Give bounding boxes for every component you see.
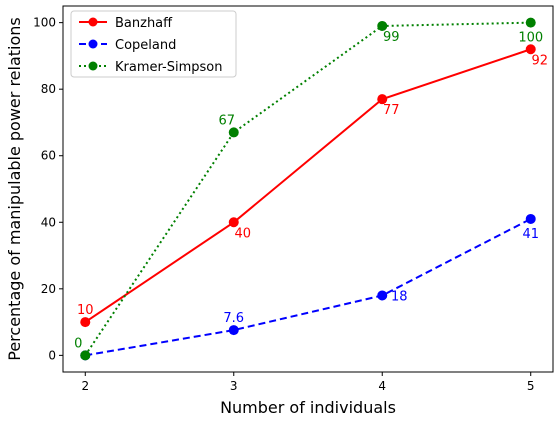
data-point [377,94,388,105]
plot-frame [62,5,554,373]
series-layer: 10 40 77 92 7.6 18 41 0 67 99 100 [74,17,548,361]
legend-entry: Kramer-Simpson [79,60,222,75]
y-tick-label: 40 [41,215,56,229]
data-label: 0 [74,336,82,351]
data-label: 77 [383,103,400,118]
legend-marker [88,39,98,49]
legend-label: Banzhaff [115,16,173,31]
legend-box [70,10,237,78]
y-tick-label: 100 [33,16,56,30]
data-label: 10 [77,303,94,318]
legend: Banzhaff Copeland Kramer-Simpson [70,10,237,78]
data-label: 67 [218,113,235,128]
y-tick-label: 80 [41,82,56,96]
legend-marker [88,61,98,71]
x-tick-label: 4 [378,379,386,393]
legend-label: Copeland [115,38,176,53]
data-label: 18 [391,289,408,304]
data-point [525,17,536,28]
legend-entry: Banzhaff [79,16,173,31]
data-point [228,127,239,138]
series-line [84,48,532,323]
series-copeland: 7.6 18 41 [80,213,539,361]
data-label: 92 [531,53,548,68]
y-axis-label: Percentage of manipulable power relation… [5,17,24,361]
data-point [525,213,536,224]
data-point [80,350,91,361]
x-tick-label: 2 [81,379,89,393]
y-tick-label: 60 [41,149,56,163]
data-label: 40 [234,226,251,241]
data-label: 100 [518,31,543,46]
data-point [80,317,91,328]
data-label: 41 [522,227,539,242]
x-tick-label: 3 [230,379,238,393]
data-point [525,44,536,55]
y-tick-label: 0 [48,348,56,362]
series-kramer-simpson: 0 67 99 100 [74,17,543,361]
x-tick-label: 5 [527,379,535,393]
data-point [228,325,239,336]
series-banzhaff: 10 40 77 92 [77,44,548,328]
x-axis-label: Number of individuals [220,398,396,417]
data-point [377,290,388,301]
series-line [85,218,532,357]
data-point [377,20,388,31]
data-label: 99 [383,30,400,45]
y-tick-label: 20 [41,282,56,296]
legend-label: Kramer-Simpson [115,60,222,75]
data-point [228,217,239,228]
data-label: 7.6 [223,311,244,326]
legend-entry: Copeland [79,38,176,53]
legend-marker [88,17,98,27]
